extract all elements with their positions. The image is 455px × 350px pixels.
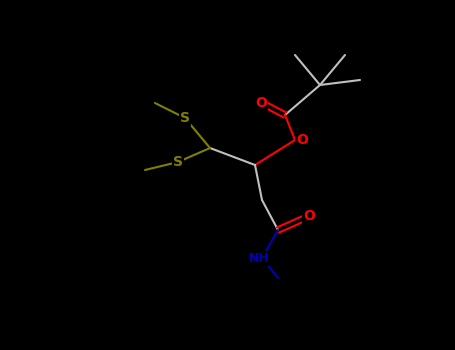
Text: O: O [303,209,315,223]
Text: O: O [255,96,267,110]
Text: S: S [180,111,190,125]
Text: S: S [173,155,183,169]
Text: O: O [296,133,308,147]
Text: NH: NH [248,252,269,265]
